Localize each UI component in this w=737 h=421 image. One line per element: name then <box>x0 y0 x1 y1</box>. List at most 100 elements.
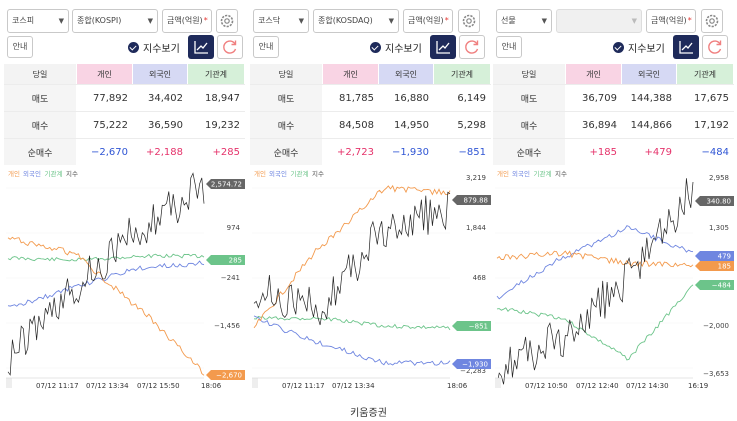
settings-button[interactable] <box>216 9 238 33</box>
guide-button[interactable]: 안내 <box>253 36 279 58</box>
plot-area <box>495 176 695 376</box>
x-tick-label: 07/12 13:34 <box>86 382 129 390</box>
category-select[interactable]: 종합(KOSDAQ) ▼ <box>313 9 399 33</box>
table-row-buy: 매수 36,894 144,866 17,192 <box>493 111 734 138</box>
cell-value: +285 <box>188 139 245 165</box>
value-badge-text: 879.88 <box>464 197 489 205</box>
required-mark: * <box>203 16 208 25</box>
value-badge <box>206 370 245 380</box>
index-toggle[interactable]: 지수보기 <box>128 40 180 55</box>
x-tick-label: 18:06 <box>201 382 222 390</box>
refresh-button[interactable] <box>702 35 728 59</box>
refresh-button[interactable] <box>217 35 243 59</box>
market-select[interactable]: 코스닥 ▼ <box>253 9 309 33</box>
value-badge <box>206 179 245 189</box>
value-badge <box>695 196 734 206</box>
check-icon <box>613 42 624 53</box>
x-tick-label: 07/12 12:40 <box>576 382 619 390</box>
guide-button[interactable]: 안내 <box>496 36 522 58</box>
chart-view-button[interactable] <box>673 35 699 59</box>
row-label: 매도 <box>250 85 323 111</box>
axis-label: 2,958 <box>709 174 729 182</box>
market-select[interactable]: 선물 ▼ <box>496 9 552 33</box>
x-tick-label: 07/12 13:34 <box>332 382 375 390</box>
value-badge-text: −2,670 <box>216 372 242 380</box>
x-tick-label: 07/12 14:30 <box>626 382 669 390</box>
x-tick-label: 07/12 10:50 <box>525 382 568 390</box>
table-row-sell: 매도 81,785 16,880 6,149 <box>250 84 491 111</box>
index-toggle[interactable]: 지수보기 <box>613 40 665 55</box>
row-label: 매도 <box>4 85 77 111</box>
header-foreign: 외국인 <box>622 64 677 84</box>
trade-table: 당일 개인 외국인 기관계 매도 77,892 34,402 18,947 매수… <box>4 64 245 165</box>
value-badge <box>695 251 734 261</box>
value-badge <box>452 359 491 369</box>
unit-select[interactable]: 금액(억원)* <box>646 9 696 33</box>
cell-value: 14,950 <box>379 112 434 138</box>
header-individual: 개인 <box>77 64 133 84</box>
header-institution: 기관계 <box>434 64 491 84</box>
settings-button[interactable] <box>458 9 480 33</box>
check-icon <box>370 42 381 53</box>
plot-area <box>252 176 452 376</box>
investor-chart: 개인 외국인 기관계 지수 3,219 1,844 468 −2,283 879.88 −851 −… <box>252 169 491 390</box>
line-chart-icon <box>436 41 450 54</box>
chart-view-button[interactable] <box>188 35 214 59</box>
axis-label: −2,000 <box>703 322 729 330</box>
chevron-down-icon: ▼ <box>541 17 547 25</box>
institution-line <box>496 284 694 361</box>
scroll-handle <box>252 378 258 388</box>
refresh-icon <box>223 40 237 54</box>
cell-value: −851 <box>434 139 491 165</box>
legend-item: 개인 <box>497 169 509 178</box>
category-select[interactable]: 종합(KOSPI) ▼ <box>72 9 158 33</box>
axis-label: −241 <box>221 274 240 282</box>
value-badge-text: −851 <box>469 323 488 331</box>
header-individual: 개인 <box>323 64 379 84</box>
cell-value: 75,222 <box>77 112 133 138</box>
value-badge <box>695 280 734 290</box>
header-institution: 기관계 <box>677 64 734 84</box>
legend-item: 지수 <box>66 169 78 178</box>
refresh-button[interactable] <box>459 35 485 59</box>
chevron-down-icon: ▼ <box>298 17 304 25</box>
index-line <box>253 191 451 326</box>
header-today: 당일 <box>493 64 566 84</box>
axis-label: −3,653 <box>703 370 729 378</box>
refresh-icon <box>708 40 722 54</box>
cell-value: 17,192 <box>677 112 734 138</box>
scroll-handle <box>6 378 12 388</box>
unit-select[interactable]: 금액(억원)* <box>162 9 212 33</box>
row-label: 순매수 <box>250 139 323 165</box>
category-select[interactable]: ▼ <box>556 9 642 33</box>
unit-select-value: 금액(억원) <box>651 16 687 25</box>
index-toggle[interactable]: 지수보기 <box>370 40 422 55</box>
axis-label: 3,219 <box>466 174 486 182</box>
settings-button[interactable] <box>701 9 723 33</box>
header-institution: 기관계 <box>188 64 245 84</box>
refresh-icon <box>465 40 479 54</box>
cell-value: +2,188 <box>133 139 188 165</box>
chevron-down-icon: ▼ <box>388 17 394 25</box>
guide-button[interactable]: 안내 <box>7 36 33 58</box>
cell-value: 36,590 <box>133 112 188 138</box>
chart-view-button[interactable] <box>430 35 456 59</box>
gear-icon <box>705 14 719 28</box>
value-badge <box>452 321 491 331</box>
axis-label: 974 <box>227 224 241 232</box>
institution-line <box>253 315 451 331</box>
market-select[interactable]: 코스피 ▼ <box>7 9 69 33</box>
unit-select[interactable]: 금액(억원)* <box>403 9 453 33</box>
investor-chart: 개인 외국인 기관계 지수 2,958 1,305 −2,000 −3,653 340.80 47… <box>495 169 734 390</box>
axis-label: −2,283 <box>460 367 486 375</box>
cell-value: 34,402 <box>133 85 188 111</box>
row-label: 매수 <box>250 112 323 138</box>
cell-value: −484 <box>677 139 734 165</box>
index-toggle-label: 지수보기 <box>385 44 422 55</box>
cell-value: −1,930 <box>379 139 434 165</box>
cell-value: +185 <box>566 139 622 165</box>
cell-value: 17,675 <box>677 85 734 111</box>
legend-item: 지수 <box>555 169 567 178</box>
line-chart-icon <box>194 41 208 54</box>
header-individual: 개인 <box>566 64 622 84</box>
